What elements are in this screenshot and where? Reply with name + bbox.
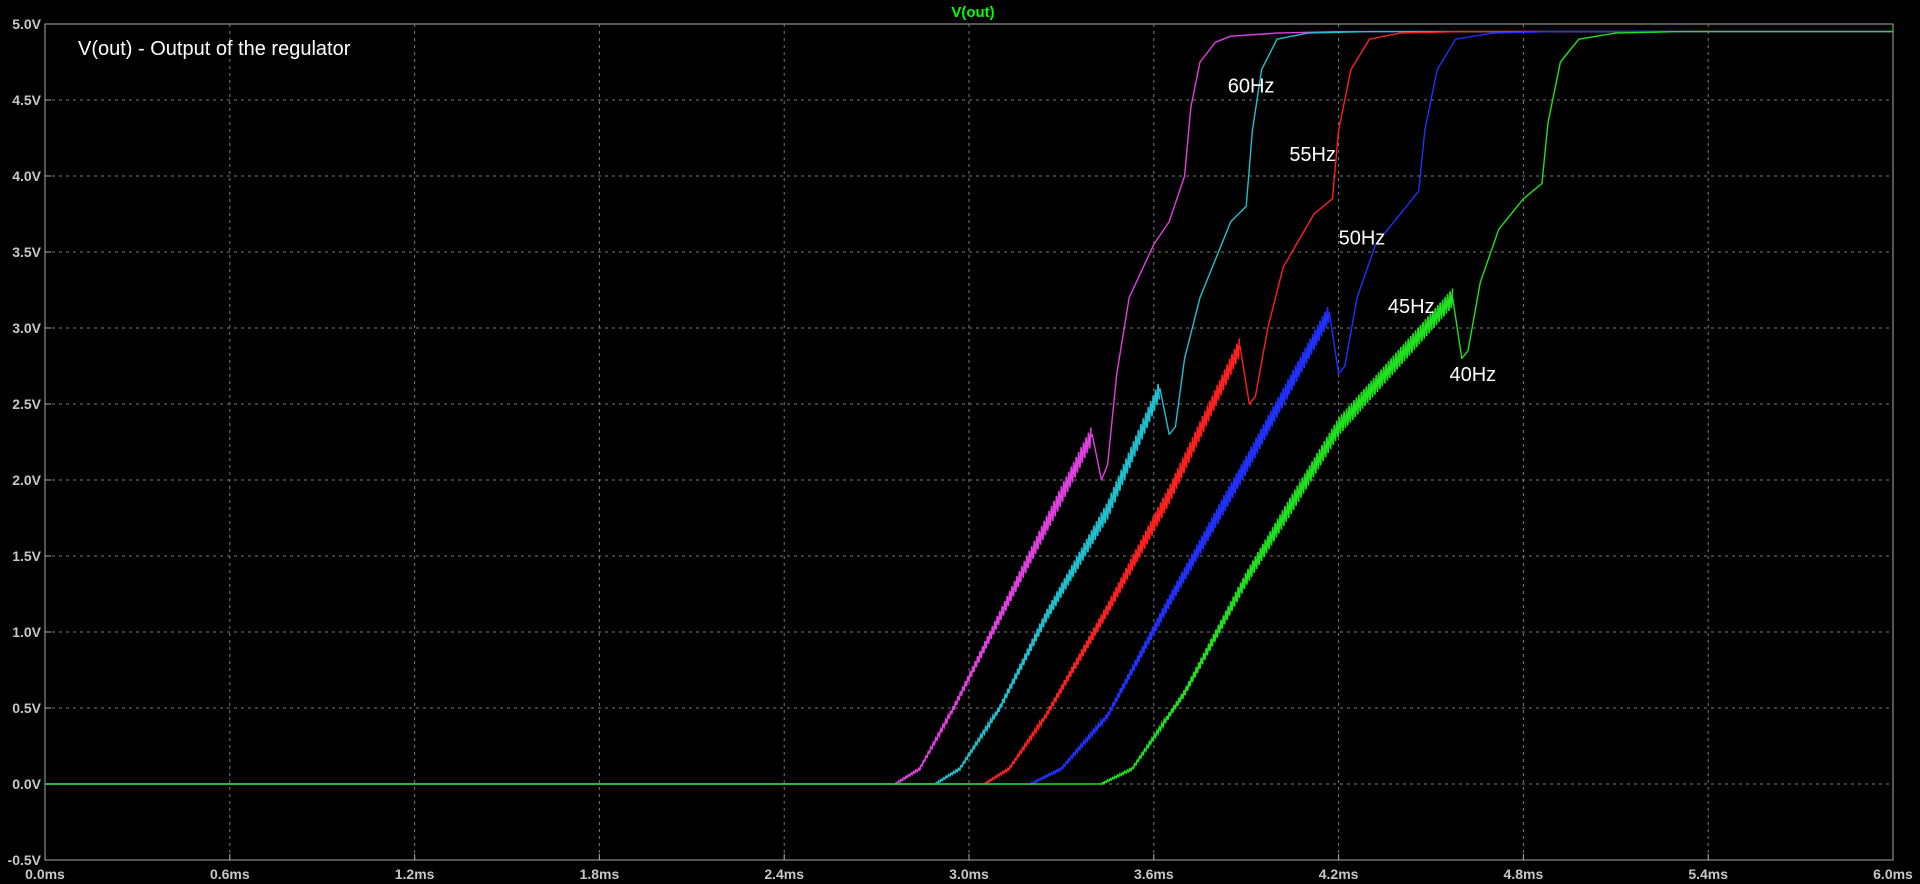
x-tick-label: 0.0ms [25,866,65,882]
series-labels: 60Hz 55Hz 50Hz 45Hz 40Hz [1228,75,1496,386]
x-tick-label: 4.8ms [1504,866,1544,882]
series-ripple-40Hz [1100,288,1454,786]
x-tick-label: 5.4ms [1688,866,1728,882]
grid [45,24,1893,860]
y-tick-label: -0.5V [8,852,42,868]
series-ripple-60Hz [894,427,1092,786]
x-tick-label: 1.2ms [395,866,435,882]
y-tick-label: 4.5V [12,92,41,108]
y-tick-label: 5.0V [12,16,41,32]
y-tick-label: 1.5V [12,548,41,564]
annotation-text: V(out) - Output of the regulator [78,38,351,60]
y-tick-label: 3.0V [12,320,41,336]
series-label-55Hz: 55Hz [1289,144,1336,166]
x-tick-label: 6.0ms [1873,866,1913,882]
series-label-50Hz: 50Hz [1339,227,1386,249]
series-label-60Hz: 60Hz [1228,75,1275,97]
series-label-45Hz: 45Hz [1388,296,1435,318]
y-tick-label: 0.0V [12,776,41,792]
series-ripple-50Hz [983,338,1241,786]
x-tick-label: 2.4ms [764,866,804,882]
series-label-40Hz: 40Hz [1449,364,1496,386]
x-axis-ticks: 0.0ms 0.6ms 1.2ms 1.8ms 2.4ms 3.0ms 3.6ms 4.2ms… [25,854,1913,882]
y-tick-label: 4.0V [12,168,41,184]
x-tick-label: 4.2ms [1319,866,1359,882]
trace-title[interactable]: V(out) [951,4,994,21]
x-tick-label: 3.6ms [1134,866,1174,882]
y-tick-label: 0.5V [12,700,41,716]
x-tick-label: 1.8ms [580,866,620,882]
series-group [45,30,1893,786]
series-ripple-45Hz [1029,307,1330,786]
y-tick-label: 3.5V [12,244,41,260]
y-tick-label: 2.0V [12,472,41,488]
plot-area [44,23,1894,861]
y-tick-label: 1.0V [12,624,41,640]
x-tick-label: 3.0ms [949,866,989,882]
y-axis-ticks: 5.0V 4.5V 4.0V 3.5V 3.0V 2.5V 2.0V 1.5V 1.0V 0.5V… [8,16,51,868]
series-ripple-55Hz [934,383,1161,786]
x-tick-label: 0.6ms [210,866,250,882]
y-tick-label: 2.5V [12,396,41,412]
